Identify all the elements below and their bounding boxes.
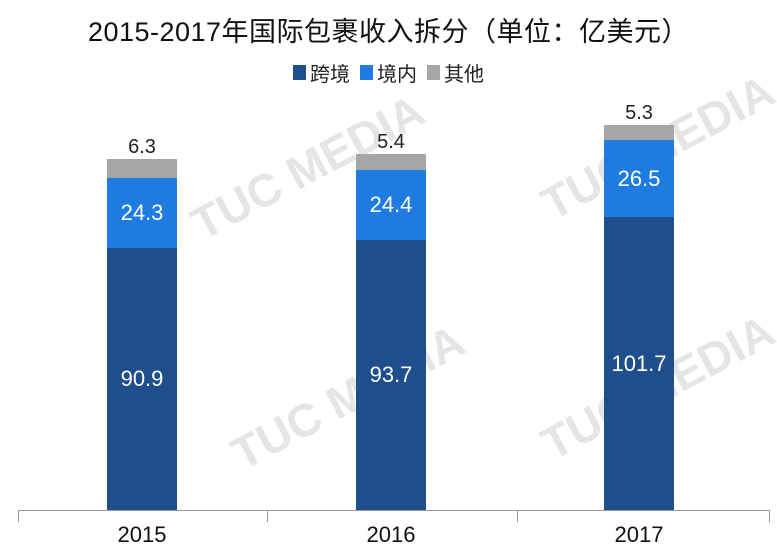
segment-domestic: 24.4 xyxy=(356,170,426,240)
x-axis-tick xyxy=(769,510,770,522)
data-label-cross-border: 93.7 xyxy=(369,362,413,387)
segment-cross-border: 90.9 xyxy=(107,248,177,510)
x-tick-label-2016: 2016 xyxy=(366,522,416,547)
legend: 跨境 境内 其他 xyxy=(0,58,777,87)
segment-other xyxy=(107,159,177,178)
segment-domestic: 26.5 xyxy=(604,140,674,217)
chart-title: 2015-2017年国际包裹收入拆分（单位：亿美元） xyxy=(87,17,690,47)
data-label-other-2015: 6.3 xyxy=(128,136,156,158)
legend-item-other: 其他 xyxy=(427,58,484,87)
data-label-cross-border: 101.7 xyxy=(611,350,667,376)
x-axis xyxy=(18,510,770,511)
data-label-domestic: 24.4 xyxy=(369,192,413,217)
x-tick-label-2015: 2015 xyxy=(117,522,167,547)
data-label-other-2016: 5.4 xyxy=(377,131,405,153)
bar-2017: 26.5 101.7 xyxy=(604,125,674,510)
x-tick-label-2017: 2017 xyxy=(614,522,664,547)
data-label-domestic: 24.3 xyxy=(120,200,164,225)
bar-2016: 24.4 93.7 xyxy=(356,154,426,510)
segment-cross-border: 93.7 xyxy=(356,240,426,510)
x-axis-tick xyxy=(267,510,268,522)
segment-domestic: 24.3 xyxy=(107,178,177,248)
x-axis-tick xyxy=(18,510,19,522)
x-axis-tick xyxy=(517,510,518,522)
legend-label: 境内 xyxy=(377,64,417,86)
legend-item-cross-border: 跨境 xyxy=(293,58,350,87)
bar-2015: 24.3 90.9 xyxy=(107,159,177,510)
legend-item-domestic: 境内 xyxy=(360,58,417,87)
legend-swatch-cross-border xyxy=(293,65,306,80)
legend-label: 其他 xyxy=(444,64,484,86)
data-label-cross-border: 90.9 xyxy=(120,366,164,391)
segment-other xyxy=(604,125,674,140)
legend-label: 跨境 xyxy=(310,64,350,86)
legend-swatch-other xyxy=(427,65,440,80)
data-label-domestic: 26.5 xyxy=(617,165,661,191)
watermark: TUC MEDIA xyxy=(222,314,473,480)
segment-cross-border: 101.7 xyxy=(604,217,674,510)
data-label-other-2017: 5.3 xyxy=(625,102,653,124)
legend-swatch-domestic xyxy=(360,65,373,80)
segment-other xyxy=(356,154,426,170)
